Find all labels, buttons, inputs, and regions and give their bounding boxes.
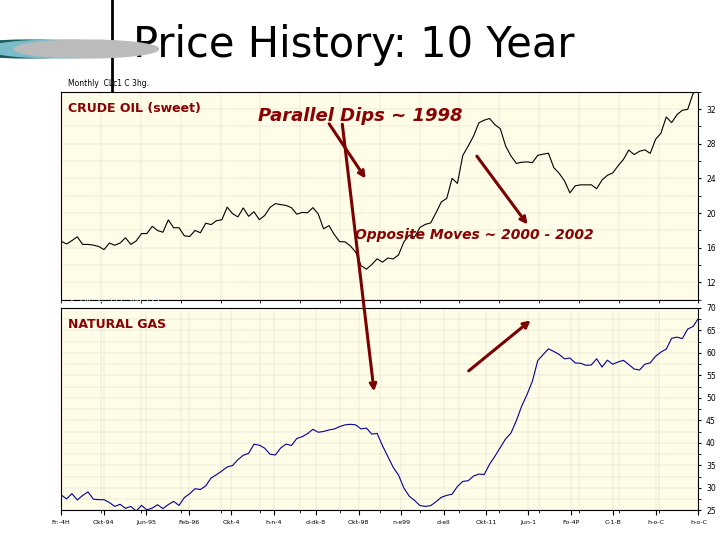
- Text: Opposite Moves ~ 2000 - 2002: Opposite Moves ~ 2000 - 2002: [356, 228, 594, 242]
- Text: NATURAL GAS: NATURAL GAS: [68, 318, 166, 331]
- Circle shape: [0, 40, 101, 58]
- Circle shape: [0, 40, 131, 58]
- Text: Parallel Dips ~ 1998: Parallel Dips ~ 1998: [258, 107, 462, 125]
- Circle shape: [14, 40, 158, 58]
- Text: Price History: 10 Year: Price History: 10 Year: [133, 24, 575, 65]
- Text: CRUDE OIL (sweet): CRUDE OIL (sweet): [68, 102, 200, 115]
